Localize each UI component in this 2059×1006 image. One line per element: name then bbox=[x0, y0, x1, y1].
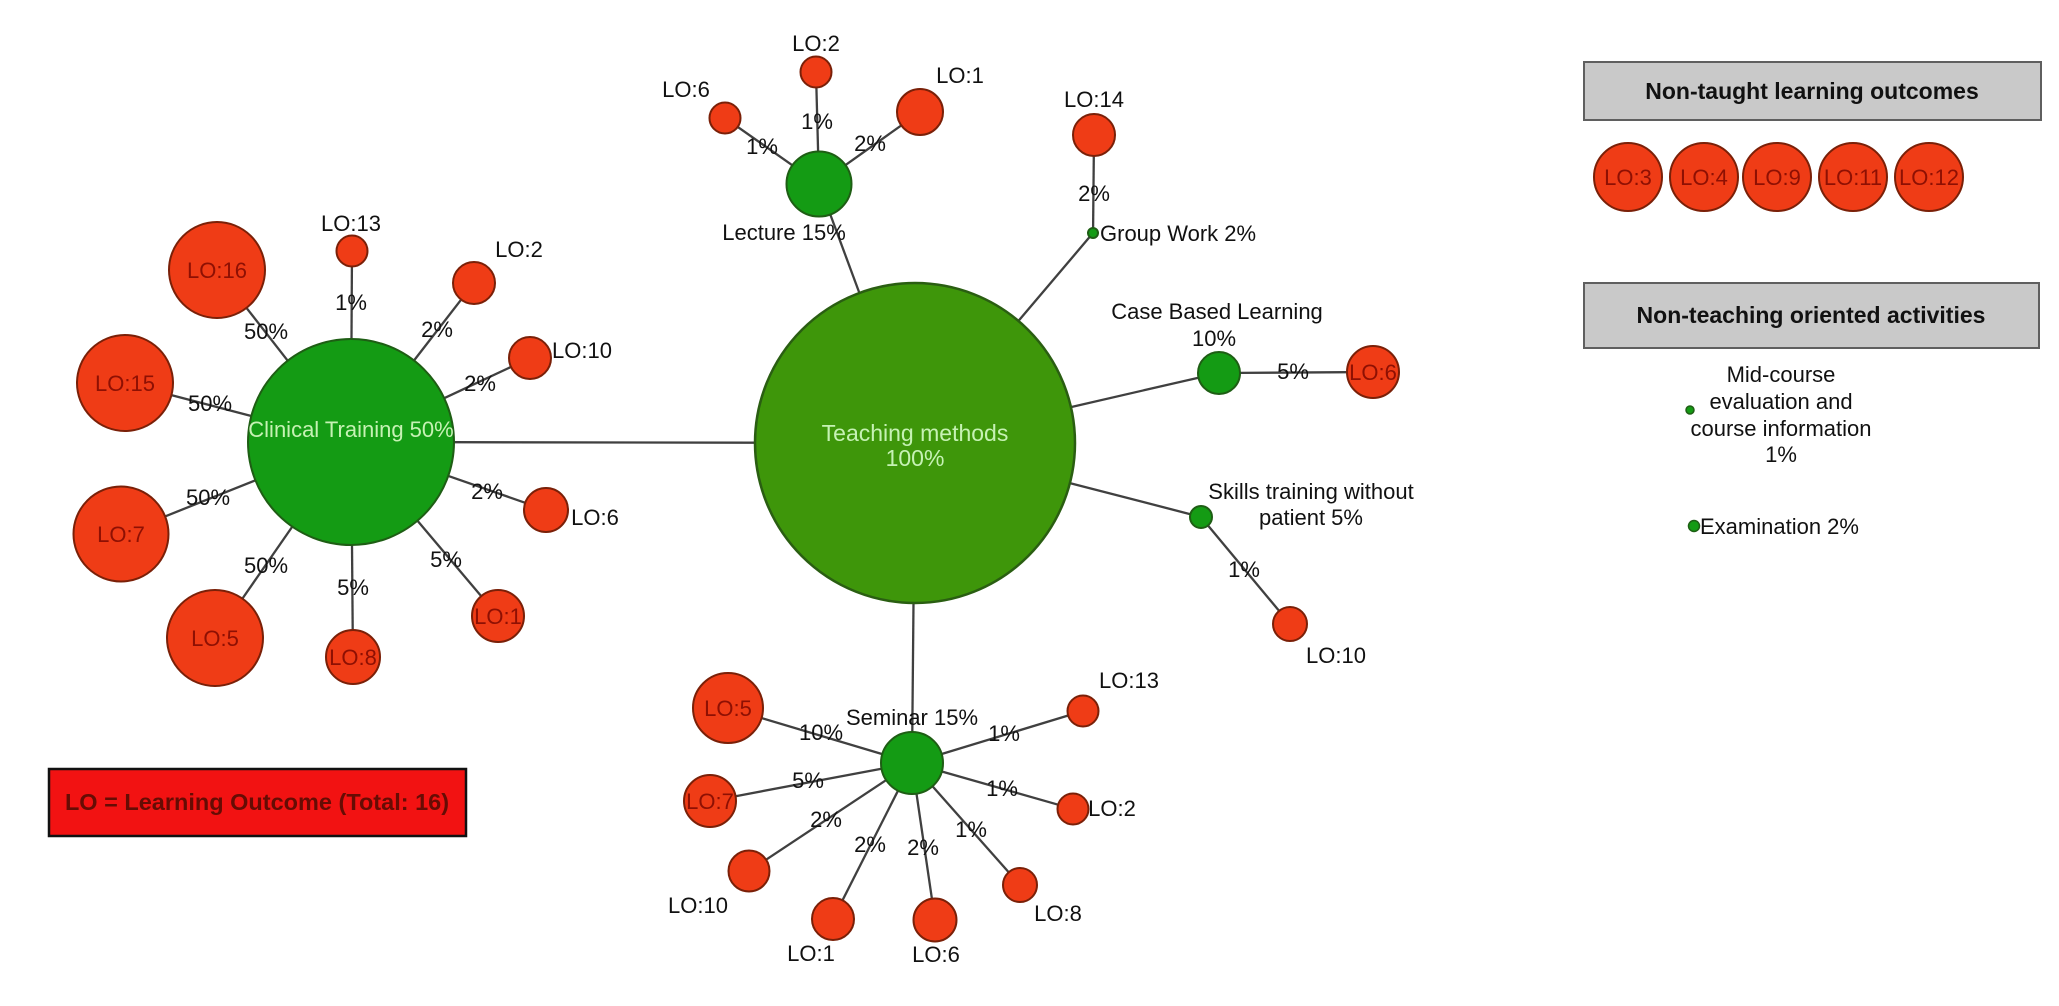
svg-text:Mid-course: Mid-course bbox=[1727, 362, 1836, 387]
svg-text:2%: 2% bbox=[471, 479, 503, 504]
svg-text:LO:1: LO:1 bbox=[787, 941, 835, 966]
svg-text:50%: 50% bbox=[244, 319, 288, 344]
svg-text:LO:2: LO:2 bbox=[495, 237, 543, 262]
svg-text:LO:1: LO:1 bbox=[936, 63, 984, 88]
svg-text:LO:2: LO:2 bbox=[792, 31, 840, 56]
svg-text:10%: 10% bbox=[799, 720, 843, 745]
svg-text:2%: 2% bbox=[907, 835, 939, 860]
svg-text:2%: 2% bbox=[810, 807, 842, 832]
svg-text:LO:12: LO:12 bbox=[1899, 165, 1959, 190]
svg-text:LO:10: LO:10 bbox=[668, 893, 728, 918]
svg-text:5%: 5% bbox=[792, 768, 824, 793]
svg-text:50%: 50% bbox=[186, 485, 230, 510]
svg-text:evaluation and: evaluation and bbox=[1709, 389, 1852, 414]
svg-text:LO:6: LO:6 bbox=[912, 942, 960, 967]
svg-text:Seminar 15%: Seminar 15% bbox=[846, 705, 978, 730]
svg-text:1%: 1% bbox=[746, 134, 778, 159]
svg-text:Teaching methods: Teaching methods bbox=[822, 420, 1009, 446]
svg-text:LO:7: LO:7 bbox=[97, 522, 145, 547]
svg-text:1%: 1% bbox=[955, 817, 987, 842]
svg-text:50%: 50% bbox=[244, 553, 288, 578]
svg-text:LO:6: LO:6 bbox=[1349, 360, 1397, 385]
svg-text:LO:13: LO:13 bbox=[1099, 668, 1159, 693]
svg-text:Group Work 2%: Group Work 2% bbox=[1100, 221, 1256, 246]
svg-text:2%: 2% bbox=[421, 317, 453, 342]
svg-text:Non-teaching oriented activiti: Non-teaching oriented activities bbox=[1637, 302, 1986, 328]
svg-text:Case Based Learning: Case Based Learning bbox=[1111, 299, 1323, 324]
svg-text:2%: 2% bbox=[854, 832, 886, 857]
svg-text:5%: 5% bbox=[1277, 359, 1309, 384]
svg-text:LO:7: LO:7 bbox=[686, 789, 734, 814]
svg-text:Clinical Training 50%: Clinical Training 50% bbox=[248, 417, 453, 442]
svg-text:LO:10: LO:10 bbox=[1306, 643, 1366, 668]
svg-text:1%: 1% bbox=[1765, 442, 1797, 467]
svg-text:100%: 100% bbox=[886, 445, 945, 471]
svg-text:Examination 2%: Examination 2% bbox=[1700, 514, 1859, 539]
svg-text:LO = Learning Outcome (Total:: LO = Learning Outcome (Total: 16) bbox=[65, 789, 449, 815]
svg-text:LO:1: LO:1 bbox=[474, 604, 522, 629]
svg-text:1%: 1% bbox=[1228, 557, 1260, 582]
svg-text:LO:14: LO:14 bbox=[1064, 87, 1124, 112]
svg-text:course information: course information bbox=[1691, 416, 1872, 441]
svg-text:LO:3: LO:3 bbox=[1604, 165, 1652, 190]
svg-text:patient 5%: patient 5% bbox=[1259, 505, 1363, 530]
svg-text:LO:11: LO:11 bbox=[1824, 165, 1882, 190]
svg-text:2%: 2% bbox=[464, 371, 496, 396]
svg-text:1%: 1% bbox=[988, 721, 1020, 746]
svg-text:2%: 2% bbox=[1078, 181, 1110, 206]
svg-text:LO:4: LO:4 bbox=[1680, 165, 1728, 190]
svg-text:10%: 10% bbox=[1192, 326, 1236, 351]
svg-text:1%: 1% bbox=[986, 776, 1018, 801]
svg-text:LO:8: LO:8 bbox=[1034, 901, 1082, 926]
svg-text:LO:13: LO:13 bbox=[321, 211, 381, 236]
svg-text:LO:5: LO:5 bbox=[704, 696, 752, 721]
svg-text:LO:16: LO:16 bbox=[187, 258, 247, 283]
svg-text:Lecture 15%: Lecture 15% bbox=[722, 220, 846, 245]
svg-text:1%: 1% bbox=[335, 290, 367, 315]
svg-text:2%: 2% bbox=[854, 131, 886, 156]
svg-text:1%: 1% bbox=[801, 109, 833, 134]
svg-text:LO:9: LO:9 bbox=[1753, 165, 1801, 190]
svg-text:LO:6: LO:6 bbox=[571, 505, 619, 530]
svg-text:Non-taught learning outcomes: Non-taught learning outcomes bbox=[1645, 78, 1979, 104]
svg-text:50%: 50% bbox=[188, 391, 232, 416]
svg-text:LO:6: LO:6 bbox=[662, 77, 710, 102]
svg-text:LO:10: LO:10 bbox=[552, 338, 612, 363]
svg-text:5%: 5% bbox=[430, 547, 462, 572]
svg-text:LO:5: LO:5 bbox=[191, 626, 239, 651]
svg-text:Skills training without: Skills training without bbox=[1208, 479, 1413, 504]
svg-text:LO:2: LO:2 bbox=[1088, 796, 1136, 821]
svg-text:5%: 5% bbox=[337, 575, 369, 600]
svg-text:LO:15: LO:15 bbox=[95, 371, 155, 396]
svg-text:LO:8: LO:8 bbox=[329, 645, 377, 670]
